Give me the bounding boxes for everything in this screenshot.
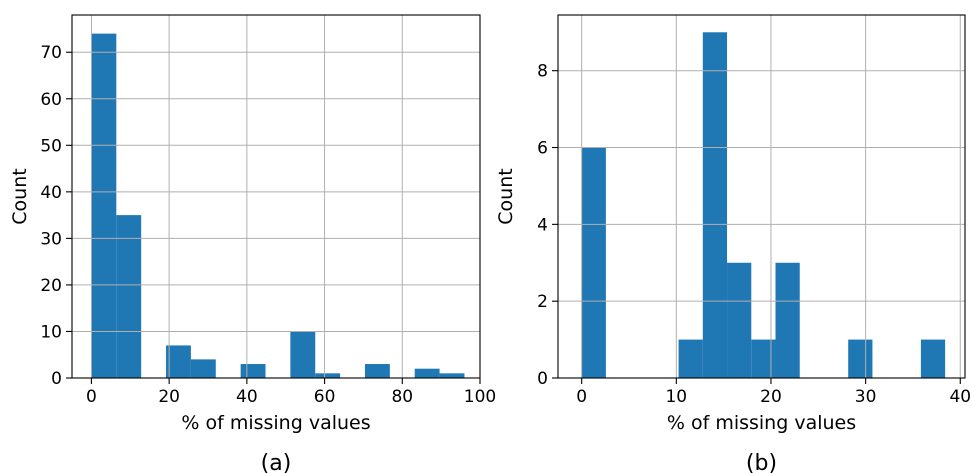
y-tick-label: 70 [40,43,62,63]
x-tick-label: 20 [760,387,782,407]
y-tick-label: 20 [40,276,62,296]
y-tick-label: 10 [40,322,62,342]
x-tick-label: 60 [314,387,336,407]
x-tick-label: 40 [949,387,971,407]
x-tick-label: 10 [665,387,687,407]
x-tick-label: 30 [855,387,877,407]
histogram-bar [290,331,316,378]
x-tick-label: 0 [86,387,97,407]
histogram-bar [702,32,728,379]
histogram-bar [414,368,440,378]
x-axis-label: % of missing values [667,412,856,434]
histogram-bar [190,359,216,378]
y-tick-label: 30 [40,229,62,249]
y-tick-label: 2 [537,292,548,312]
plot-frame [71,14,481,379]
x-tick-label: 40 [236,387,258,407]
histogram-bar [364,364,390,378]
y-tick-label: 60 [40,90,62,110]
histogram-bar [439,373,465,378]
y-tick-label: 40 [40,183,62,203]
histogram-bar [116,215,142,378]
histogram-bar [751,339,776,378]
x-tick-label: 100 [464,387,496,407]
y-tick-label: 6 [537,139,548,159]
y-tick-label: 0 [51,369,62,389]
panel-label: (b) [746,451,777,473]
y-tick-label: 0 [537,369,548,389]
x-tick-label: 0 [576,387,587,407]
panel-label: (a) [261,451,292,473]
histogram-bar [775,262,800,378]
histogram-panel-a: 0 20 40 60 80 100 0 10 20 30 40 50 60 70 % of missing … [9,14,496,473]
y-axis-label: Count [9,168,31,224]
y-tick-label: 4 [537,215,548,235]
histogram-bar [678,339,703,378]
plot-frame [557,14,966,379]
histogram-bar [581,147,606,378]
histogram-bar [240,364,266,378]
histogram-bar [166,345,191,378]
histogram-bar [727,262,752,378]
y-tick-label: 8 [537,62,548,82]
x-tick-label: 20 [158,387,180,407]
histogram-bar [315,373,341,378]
histogram-bar [91,33,117,378]
x-axis-label: % of missing values [181,412,370,434]
x-tick-label: 80 [391,387,413,407]
histogram-bar [920,339,946,378]
y-tick-label: 50 [40,136,62,156]
histogram-bar [848,339,873,378]
histogram-panel-b: 0 10 20 30 40 0 2 4 6 8 % of missing values Count (b… [495,14,971,473]
y-axis-label: Count [495,168,517,224]
